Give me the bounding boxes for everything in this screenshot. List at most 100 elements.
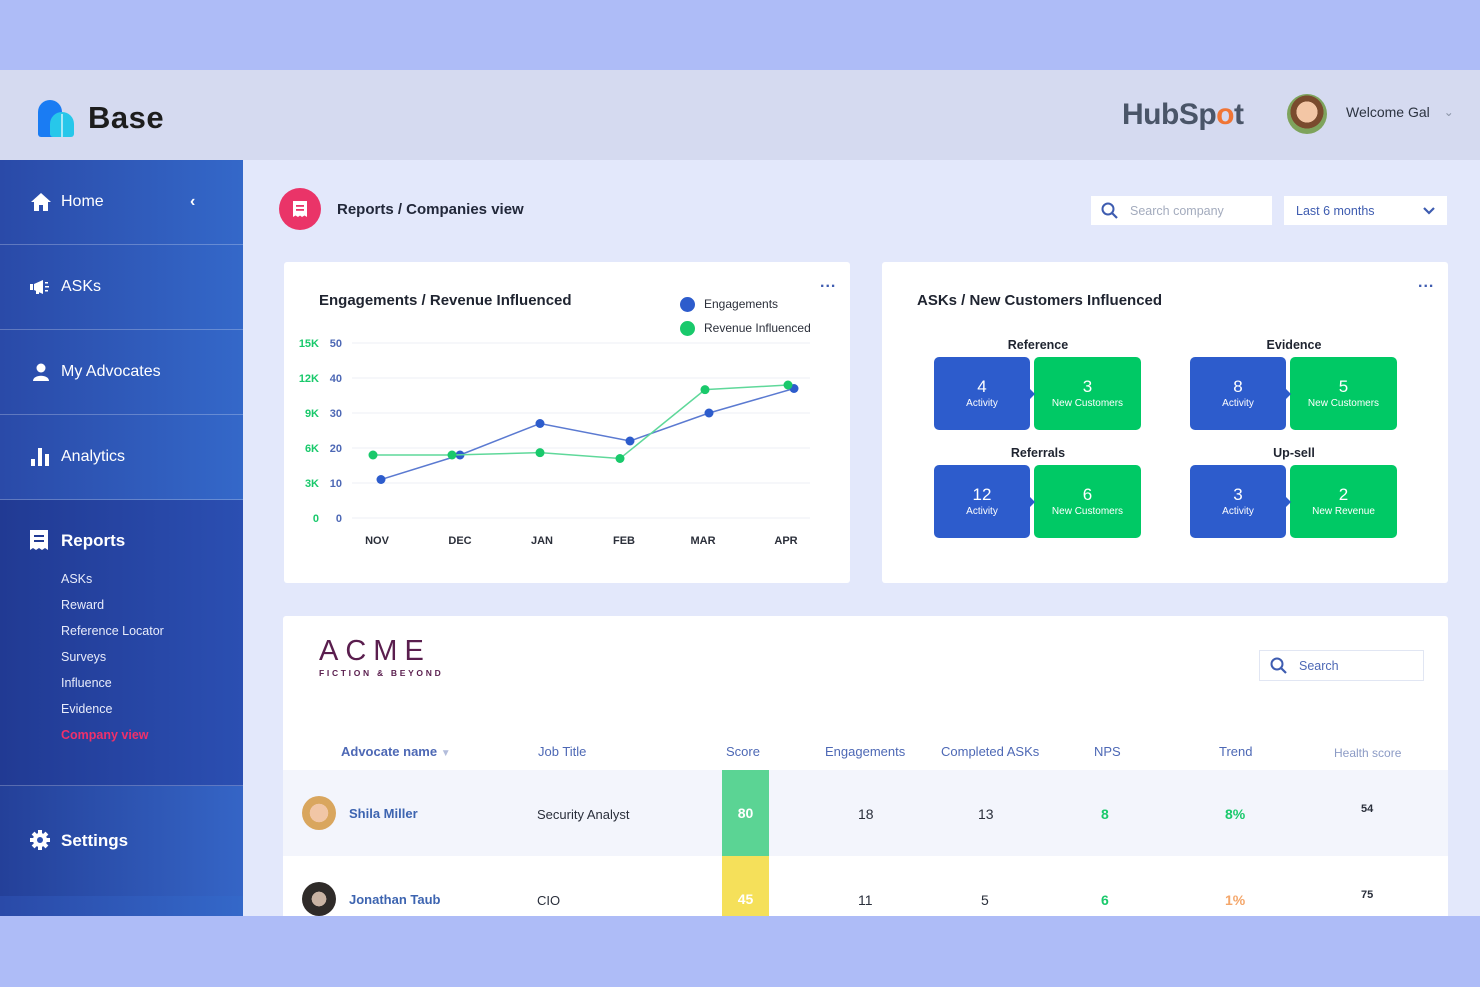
column-header-advocate-name[interactable]: Advocate name ▼ xyxy=(341,744,451,759)
job-title: CIO xyxy=(537,893,561,908)
search-company-input[interactable]: Search company xyxy=(1091,196,1272,225)
column-header-engagements[interactable]: Engagements xyxy=(825,744,906,759)
sidebar-subitem-evidence[interactable]: Evidence xyxy=(61,702,113,716)
more-options-button[interactable]: ... xyxy=(1418,274,1435,291)
chevron-down-icon xyxy=(1423,206,1435,215)
sidebar-item-analytics[interactable]: Analytics xyxy=(0,415,243,500)
group-label: Evidence xyxy=(1266,338,1322,352)
result-count: 2 xyxy=(1338,485,1349,504)
sidebar-item-my-advocates[interactable]: My Advocates xyxy=(0,330,243,415)
sidebar-subitem-influence[interactable]: Influence xyxy=(61,676,112,690)
home-icon xyxy=(30,191,52,213)
sidebar-item-settings[interactable]: Settings xyxy=(0,786,243,896)
sidebar-item-reports[interactable]: Reports xyxy=(0,530,243,552)
ask-group-upsell[interactable]: Up-sell 3 Activity 2 New Revenue xyxy=(1190,446,1398,538)
svg-text:20: 20 xyxy=(330,443,342,455)
score-badge: 80 xyxy=(722,770,769,856)
user-avatar[interactable] xyxy=(1287,94,1327,134)
card-title: Engagements / Revenue Influenced xyxy=(319,292,572,309)
avatar xyxy=(302,796,336,830)
job-title: Security Analyst xyxy=(537,807,630,822)
sidebar-item-label: ASKs xyxy=(61,278,102,295)
sidebar-item-label: Settings xyxy=(61,831,129,850)
chevron-down-icon: ⌄ xyxy=(1443,105,1454,119)
sidebar-item-label: Reports xyxy=(61,531,126,550)
sidebar-item-label: Analytics xyxy=(61,448,126,465)
svg-text:6K: 6K xyxy=(305,443,319,455)
hubspot-logo-text: HubSp xyxy=(1122,98,1217,131)
sort-down-icon[interactable]: ▼ xyxy=(440,748,451,759)
sidebar-reports-section: Reports ASKs Reward Reference Locator Su… xyxy=(0,500,243,786)
result-tile: 6 New Customers xyxy=(1034,465,1141,538)
advocate-name-link[interactable]: Jonathan Taub xyxy=(349,892,441,907)
sidebar-subitem-reference-locator[interactable]: Reference Locator xyxy=(61,624,164,638)
search-icon xyxy=(1270,657,1287,674)
column-header-job-title[interactable]: Job Title xyxy=(538,744,587,759)
svg-text:10: 10 xyxy=(330,478,342,490)
table-row[interactable]: Jonathan Taub CIO 45 11 5 6 1% 75 xyxy=(283,856,1448,916)
collapse-sidebar-icon[interactable]: ‹ xyxy=(190,193,196,210)
svg-text:0: 0 xyxy=(336,513,342,525)
line-chart: 15K 50 12K 40 9K 30 6K 20 3K 10 0 0 NOV DEC JAN FEB MAR A… xyxy=(299,338,810,547)
search-placeholder: Search company xyxy=(1130,203,1224,218)
result-tile: 3 New Customers xyxy=(1034,357,1141,430)
svg-text:JAN: JAN xyxy=(531,535,553,547)
legend-label: Revenue Influenced xyxy=(704,321,811,335)
sidebar-item-asks[interactable]: ASKs xyxy=(0,245,243,330)
sidebar-subitem-reward[interactable]: Reward xyxy=(61,598,105,612)
column-header-score[interactable]: Score xyxy=(726,744,760,759)
sidebar-subitem-asks[interactable]: ASKs xyxy=(61,572,93,586)
result-label: New Customers xyxy=(1307,398,1380,409)
result-count: 3 xyxy=(1082,377,1093,396)
activity-label: Activity xyxy=(966,398,998,409)
group-label: Reference xyxy=(1007,338,1069,352)
result-count: 6 xyxy=(1082,485,1093,504)
sidebar-item-home[interactable]: Home ‹ xyxy=(0,160,243,245)
column-header-health-score[interactable]: Health score xyxy=(1334,746,1402,760)
column-header-trend[interactable]: Trend xyxy=(1219,744,1253,759)
completed-asks-value: 5 xyxy=(981,892,989,908)
sidebar-subitem-company-view[interactable]: Company view xyxy=(61,728,149,742)
user-icon xyxy=(30,361,52,383)
engagements-value: 18 xyxy=(858,806,874,822)
health-score-value: 54 xyxy=(1361,803,1374,815)
company-logo-tagline: FICTION & BEYOND xyxy=(319,668,444,678)
table-row[interactable]: Shila Miller Security Analyst 80 18 13 8… xyxy=(283,770,1448,856)
card-title: ASKs / New Customers Influenced xyxy=(917,292,1163,309)
activity-label: Activity xyxy=(1222,398,1254,409)
group-label: Up-sell xyxy=(1273,446,1315,460)
hubspot-sprocket-icon: o xyxy=(1216,98,1234,131)
activity-count: 4 xyxy=(977,377,987,396)
result-count: 5 xyxy=(1338,377,1349,396)
svg-text:9K: 9K xyxy=(305,408,319,420)
sidebar-item-label: Home xyxy=(61,193,104,210)
hubspot-logo: HubSpot xyxy=(1122,98,1244,132)
hubspot-logo-text-end: t xyxy=(1233,98,1244,131)
column-label: Advocate name xyxy=(341,744,438,759)
ask-group-referrals[interactable]: Referrals 12 Activity 6 New Customers xyxy=(934,446,1142,538)
ask-group-reference[interactable]: Reference 4 Activity 3 New Customers xyxy=(934,338,1142,430)
date-range-select[interactable]: Last 6 months xyxy=(1284,196,1447,225)
sidebar-subitem-surveys[interactable]: Surveys xyxy=(61,650,107,664)
reports-badge-icon xyxy=(279,188,321,230)
company-advocates-card: ACME FICTION & BEYOND Search Advocate na… xyxy=(283,616,1448,916)
result-label: New Customers xyxy=(1051,506,1124,517)
column-header-nps[interactable]: NPS xyxy=(1094,744,1121,759)
column-header-completed-asks[interactable]: Completed ASKs xyxy=(941,744,1040,759)
brand-logo[interactable]: Base xyxy=(36,98,164,138)
top-bar: Base HubSpot Welcome Gal ⌄ xyxy=(0,70,1480,160)
brand-name: Base xyxy=(88,100,165,135)
arrow-notch-icon xyxy=(1282,385,1291,403)
score-badge: 45 xyxy=(722,856,769,916)
advocate-search-input[interactable]: Search xyxy=(1259,650,1424,681)
ask-group-evidence[interactable]: Evidence 8 Activity 5 New Customers xyxy=(1190,338,1398,430)
advocate-name-link[interactable]: Shila Miller xyxy=(349,806,418,821)
result-tile: 2 New Revenue xyxy=(1290,465,1397,538)
more-options-button[interactable]: ... xyxy=(820,274,837,291)
arrow-notch-icon xyxy=(1282,493,1291,511)
svg-text:FEB: FEB xyxy=(613,535,635,547)
search-icon xyxy=(1101,202,1118,219)
chart-legend: Engagements Revenue Influenced xyxy=(680,292,811,340)
user-menu[interactable]: Welcome Gal ⌄ xyxy=(1346,104,1454,120)
result-label: New Customers xyxy=(1051,398,1124,409)
